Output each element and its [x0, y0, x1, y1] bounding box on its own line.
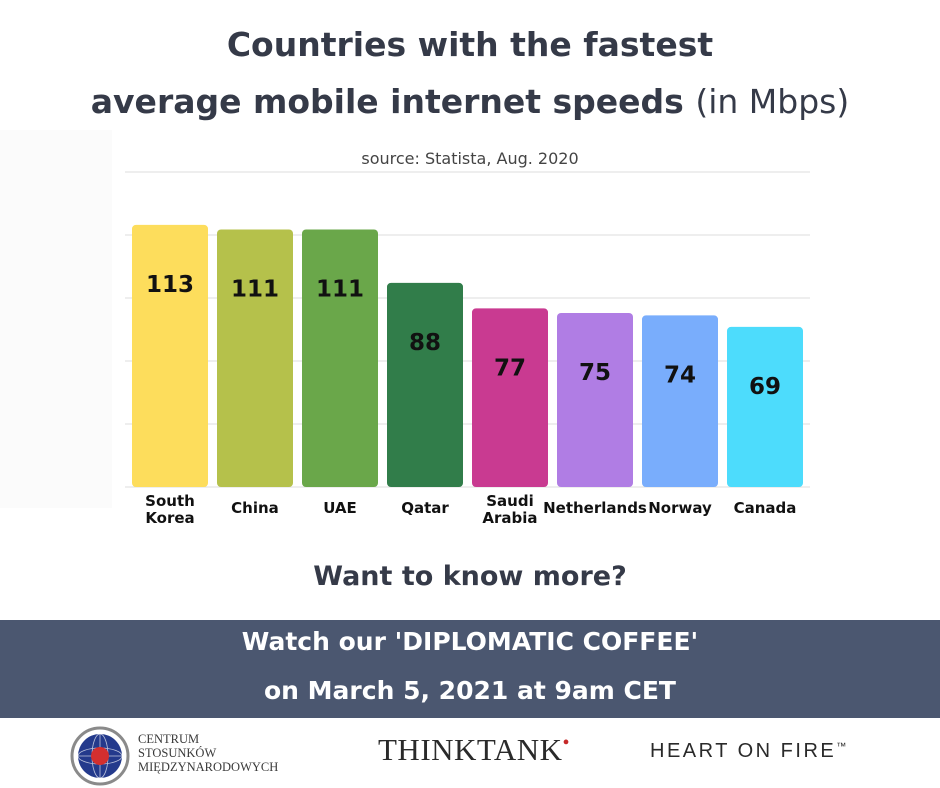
category-label: Arabia [482, 509, 537, 527]
category-label: Korea [145, 509, 194, 527]
chart-title-line-1: Countries with the fastest [226, 25, 714, 64]
left-shade-panel [0, 130, 112, 508]
chart-bars [132, 224, 803, 487]
category-label: Canada [734, 499, 797, 517]
chart-bar [302, 229, 378, 487]
chart-bar [642, 315, 718, 487]
bar-value-label: 69 [749, 374, 781, 400]
bar-value-label: 111 [231, 276, 279, 302]
category-label: South [145, 492, 195, 510]
bar-value-label: 113 [146, 272, 194, 298]
trademark-mark: ™ [836, 741, 847, 753]
chart-bar [132, 224, 208, 487]
centrum-emblem-icon [70, 726, 130, 786]
chart-value-labels: 113 111 111 88 77 75 74 69 [146, 272, 781, 400]
thinktank-logo-main: THINK [378, 732, 477, 767]
banner-line-1: Watch our 'DIPLOMATIC COFFEE' [241, 627, 699, 656]
centrum-logo-text: CENTRUM STOSUNKÓW MIĘDZYNARODOWYCH [138, 732, 278, 774]
banner-line-2: on March 5, 2021 at 9am CET [264, 676, 676, 705]
call-to-action: Want to know more? [313, 561, 627, 592]
event-banner [0, 620, 940, 718]
centrum-logo-line: MIĘDZYNARODOWYCH [138, 760, 279, 774]
category-label: UAE [323, 499, 357, 517]
footer-logos: CENTRUM STOSUNKÓW MIĘDZYNARODOWYCH THINK… [0, 718, 940, 788]
category-label: Netherlands [543, 499, 647, 517]
category-label: China [231, 499, 279, 517]
chart-title-unit: (in Mbps) [695, 82, 850, 121]
thinktank-dot-icon: • [562, 732, 571, 754]
centrum-logo-line: STOSUNKÓW [138, 746, 217, 760]
bar-value-label: 88 [409, 330, 441, 356]
heart-on-fire-text: HEART ON FIRE [650, 740, 837, 762]
heart-on-fire-logo: HEART ON FIRE™ [650, 740, 846, 763]
chart-bar [387, 282, 463, 487]
bar-value-label: 75 [579, 360, 611, 386]
chart-title-main: average mobile internet speeds [90, 82, 684, 121]
chart-bar [472, 308, 548, 487]
category-label: Saudi [486, 492, 533, 510]
bar-value-label: 74 [664, 362, 696, 388]
chart-bar [217, 229, 293, 487]
thinktank-logo: THINKTANK• [378, 732, 570, 768]
chart-bar [557, 313, 633, 487]
chart-bar [727, 326, 803, 487]
chart-title-line-2: average mobile internet speeds (in Mbps) [0, 77, 940, 127]
bar-value-label: 111 [316, 276, 364, 302]
bar-value-label: 77 [494, 355, 526, 381]
chart-source: source: Statista, Aug. 2020 [361, 149, 579, 168]
category-label: Norway [648, 499, 712, 517]
thinktank-logo-tail: TANK [476, 732, 563, 767]
category-label: Qatar [401, 499, 449, 517]
centrum-logo-line: CENTRUM [138, 732, 200, 746]
